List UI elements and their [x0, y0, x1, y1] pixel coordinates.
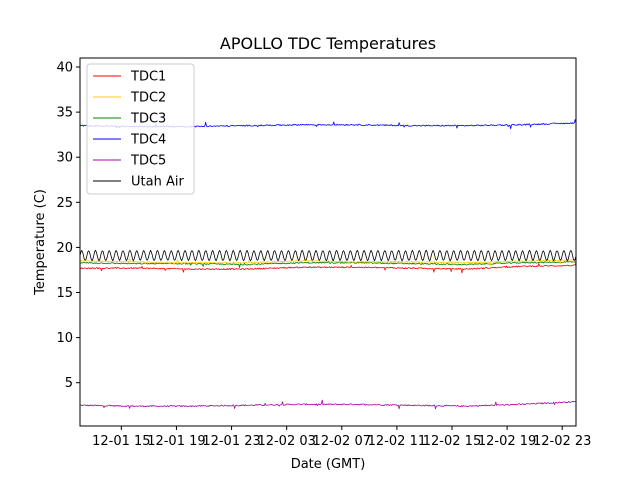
legend-label-tdc2: TDC2 — [130, 91, 166, 106]
y-tick-label: 25 — [56, 196, 73, 211]
series-line-tdc1 — [79, 262, 577, 274]
legend-label-utah-air: Utah Air — [131, 175, 184, 190]
legend-label-tdc5: TDC5 — [130, 154, 166, 169]
x-axis-label: Date (GMT) — [291, 457, 366, 472]
x-tick-label: 12-02 03 — [257, 434, 315, 449]
chart-title: APOLLO TDC Temperatures — [220, 34, 436, 53]
x-tick-label: 12-01 23 — [202, 434, 260, 449]
x-tick-label: 12-01 15 — [92, 434, 150, 449]
series-line-tdc2 — [79, 257, 577, 267]
y-tick-label: 30 — [56, 151, 73, 166]
y-tick-label: 40 — [56, 61, 73, 76]
x-tick-label: 12-02 15 — [423, 434, 481, 449]
series-line-tdc5 — [79, 399, 577, 410]
legend-box — [86, 63, 195, 195]
y-axis-label: Temperature (C) — [33, 189, 48, 296]
y-tick-label: 15 — [56, 286, 73, 301]
series-line-tdc3 — [79, 260, 577, 268]
legend: TDC1 TDC2 TDC3 TDC4 TDC5 Utah Air — [86, 63, 195, 195]
y-tick-label: 10 — [56, 331, 73, 346]
x-tick-label: 12-02 23 — [533, 434, 591, 449]
legend-label-tdc4: TDC4 — [130, 133, 166, 148]
x-tick-label: 12-02 19 — [478, 434, 536, 449]
y-tick-label: 5 — [65, 376, 73, 391]
legend-label-tdc3: TDC3 — [130, 112, 166, 127]
y-tick-label: 20 — [56, 241, 73, 256]
x-tick-label: 12-02 07 — [313, 434, 371, 449]
legend-label-tdc1: TDC1 — [130, 70, 166, 85]
x-tick-label: 12-02 11 — [368, 434, 426, 449]
y-tick-label: 35 — [56, 106, 73, 121]
y-axis-ticks: 5 10 15 20 25 30 35 40 — [56, 61, 80, 391]
series-line-utah-air — [79, 249, 577, 262]
plot-frame — [79, 57, 577, 427]
x-tick-label: 12-01 19 — [147, 434, 205, 449]
series-layer — [79, 119, 577, 410]
